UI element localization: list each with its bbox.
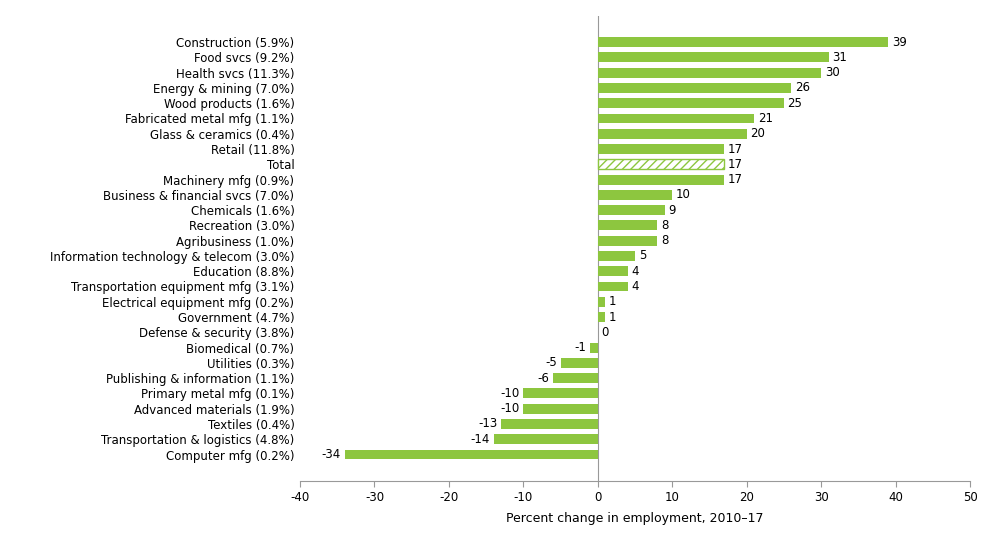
Text: 4: 4 (631, 265, 639, 278)
X-axis label: Percent change in employment, 2010–17: Percent change in employment, 2010–17 (506, 512, 764, 525)
Text: 8: 8 (661, 219, 668, 232)
Text: -13: -13 (478, 418, 497, 430)
Bar (598, 221, 657, 230)
Text: 1: 1 (609, 311, 616, 324)
Bar (598, 83, 791, 93)
Bar (523, 388, 598, 398)
Bar (598, 175, 724, 185)
Text: 39: 39 (892, 36, 907, 49)
Bar (598, 68, 821, 77)
Text: 9: 9 (668, 203, 676, 217)
Bar (598, 144, 724, 154)
Text: 17: 17 (728, 158, 743, 171)
Text: 21: 21 (758, 112, 773, 125)
Bar (598, 312, 605, 322)
Bar (590, 343, 598, 352)
Text: -1: -1 (575, 341, 587, 354)
Bar (598, 297, 605, 307)
Text: 25: 25 (788, 97, 802, 109)
Bar (598, 159, 724, 169)
Text: 26: 26 (795, 81, 810, 95)
Text: 17: 17 (728, 173, 743, 186)
Bar (598, 37, 888, 47)
Text: 17: 17 (728, 143, 743, 155)
Text: 31: 31 (832, 51, 847, 64)
Bar (598, 129, 747, 139)
Text: -5: -5 (545, 356, 557, 370)
Text: 4: 4 (631, 280, 639, 293)
Bar (501, 419, 598, 429)
Text: -34: -34 (322, 448, 341, 461)
Text: 0: 0 (602, 326, 609, 339)
Bar (598, 52, 829, 62)
Bar (598, 235, 657, 246)
Text: 8: 8 (661, 234, 668, 247)
Bar (598, 281, 628, 292)
Bar (523, 404, 598, 414)
Text: 30: 30 (825, 66, 840, 79)
Text: 5: 5 (639, 249, 646, 262)
Bar (598, 251, 635, 261)
Bar (598, 98, 784, 108)
Bar (598, 266, 628, 276)
Text: -10: -10 (500, 402, 520, 415)
Bar (345, 450, 598, 459)
Bar (494, 434, 598, 444)
Bar (553, 373, 598, 383)
Text: -10: -10 (500, 387, 520, 400)
Text: -14: -14 (470, 433, 490, 446)
Text: -6: -6 (538, 372, 549, 384)
Text: 10: 10 (676, 189, 691, 201)
Bar (598, 114, 754, 123)
Text: 1: 1 (609, 295, 616, 308)
Bar (598, 190, 672, 200)
Text: 20: 20 (750, 127, 765, 140)
Bar (561, 358, 598, 368)
Bar (598, 205, 665, 215)
